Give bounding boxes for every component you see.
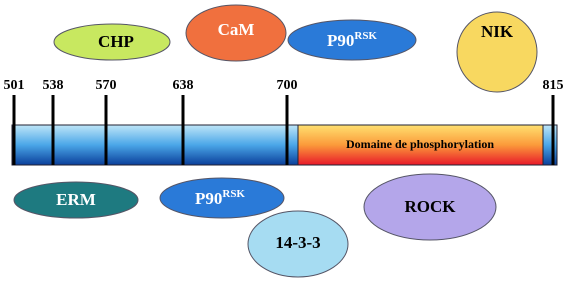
- partner-ellipse: [287, 19, 417, 61]
- ticks: [12, 95, 555, 165]
- phosphorylation-domain: [297, 124, 544, 166]
- partner-label: ROCK: [405, 197, 457, 216]
- position-label: 700: [277, 78, 298, 93]
- partner-label: 14-3-3: [275, 233, 320, 252]
- partner-ellipse: [185, 4, 287, 62]
- partner-ellipse: [159, 177, 285, 219]
- domain-label: Domaine de phosphorylation: [346, 137, 494, 151]
- partner-label: ERM: [56, 190, 96, 209]
- partner-label: P90RSK: [327, 30, 377, 50]
- label-base: P90: [195, 189, 222, 208]
- partner-ellipse: [363, 173, 497, 241]
- position-label: 570: [96, 78, 117, 93]
- position-label: 638: [173, 78, 194, 93]
- partner-label: CaM: [218, 20, 255, 39]
- partner-ellipse: [247, 210, 349, 278]
- position-label: 501: [4, 78, 25, 93]
- partner-ellipse: [53, 23, 171, 61]
- position-label: 538: [43, 78, 64, 93]
- label-sup: RSK: [354, 30, 377, 42]
- label-base: P90: [327, 31, 354, 50]
- partner-ellipse: [456, 11, 538, 93]
- partner-label: NIK: [481, 22, 514, 41]
- partner-ellipse: [13, 181, 139, 219]
- position-label: 815: [543, 78, 564, 93]
- label-sup: RSK: [222, 188, 245, 200]
- partner-label: P90RSK: [195, 188, 245, 208]
- partner-label: CHP: [98, 32, 134, 51]
